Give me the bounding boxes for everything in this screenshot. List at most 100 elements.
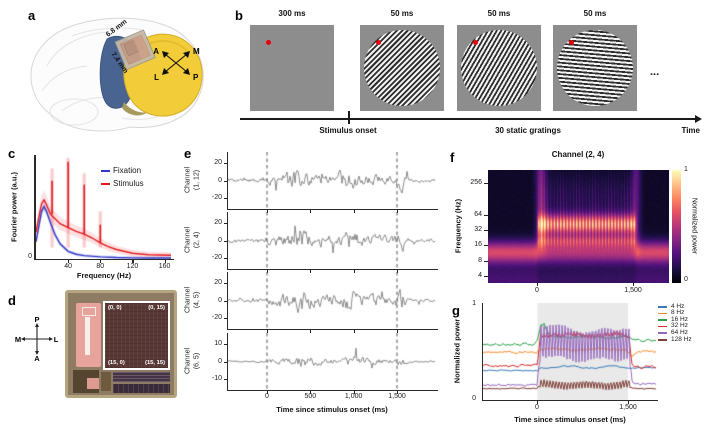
y-tick-mark xyxy=(224,163,227,165)
panel-f-title: Channel (2, 4) xyxy=(551,150,605,159)
stimulus-onset-tick xyxy=(348,111,350,124)
y-tick-mark xyxy=(224,344,227,346)
y-tick-mark xyxy=(224,223,227,225)
x-tick-mark xyxy=(397,210,399,213)
y-tick-mark xyxy=(484,260,488,262)
legend-label: Stimulus xyxy=(113,179,144,188)
legend-swatch xyxy=(101,170,110,172)
panel-c-plot-canvas xyxy=(36,156,171,259)
y-tick-label: 20 xyxy=(214,159,222,166)
cortex-fold-tan xyxy=(122,102,148,116)
gratings-count-label: 30 static gratings xyxy=(495,126,561,135)
panel-g-y-spine xyxy=(482,303,484,401)
subplot-x-spine xyxy=(227,390,438,392)
y-tick-label: 4 xyxy=(478,272,482,279)
x-tick-mark xyxy=(353,330,355,333)
frame-duration-label: 50 ms xyxy=(583,9,607,18)
legend-swatch xyxy=(658,339,667,341)
x-tick-mark xyxy=(310,391,312,394)
y-tick-mark xyxy=(484,214,488,216)
legend-label: 32 Hz xyxy=(671,322,688,330)
y-tick-label: 0 xyxy=(218,176,222,184)
chip-circuit-rows-top xyxy=(113,372,170,382)
x-tick-label: 500 xyxy=(304,393,317,400)
fixation-dot xyxy=(376,40,381,45)
x-tick-label: 160 xyxy=(158,263,171,270)
y-tick-label: -20 xyxy=(211,194,222,201)
panel-label-c: c xyxy=(8,146,16,161)
chip-circuit-block-mid xyxy=(101,372,111,391)
x-tick-mark xyxy=(353,391,355,394)
stimulus-frame xyxy=(553,25,637,111)
channel-label-line1: Channel xyxy=(184,347,192,375)
implant-chip xyxy=(114,29,156,71)
panel-g-ytick-0: 0 xyxy=(472,395,476,402)
timeline-arrowhead xyxy=(695,114,702,123)
timeline-axis xyxy=(240,118,696,120)
channel-label: Channel (4, 5) xyxy=(184,287,202,313)
y-tick-label: 256 xyxy=(470,179,482,186)
channel-label-line1: Channel xyxy=(184,166,192,194)
x-tick-label: 0 xyxy=(265,393,269,400)
subplot-x-spine xyxy=(227,209,438,211)
x-tick-mark xyxy=(353,270,355,273)
compass-posterior: P xyxy=(34,316,39,324)
chip-white-slot xyxy=(85,317,90,355)
subplot-y-spine xyxy=(227,152,229,209)
y-tick-label: 20 xyxy=(214,279,222,286)
y-tick-mark xyxy=(224,379,227,381)
legend-swatch xyxy=(658,306,667,308)
y-tick-mark xyxy=(224,283,227,285)
band-power-canvas xyxy=(483,303,657,400)
lfp-trace-canvas xyxy=(228,212,436,269)
panel-g-ytick-1: 1 xyxy=(472,300,476,307)
y-tick-label: -20 xyxy=(211,314,222,321)
x-tick-label: 80 xyxy=(96,263,105,270)
panel-f-ylabel: Frequency (Hz) xyxy=(453,198,463,254)
panel-label-g: g xyxy=(452,303,460,318)
chip-photo: (0, 0) (0, 15) (15, 0) (15, 15) xyxy=(65,290,177,398)
subplot-y-spine xyxy=(227,272,229,329)
y-tick-label: 32 xyxy=(474,225,482,233)
panel-c-y-spine xyxy=(34,155,36,260)
orientation-arrowheads xyxy=(162,51,190,75)
subplot-x-spine xyxy=(227,329,438,331)
lfp-trace-canvas xyxy=(228,152,436,209)
y-tick-label: 20 xyxy=(214,219,222,226)
legend-swatch xyxy=(101,183,110,185)
panel-g-ylabel: Normalized power xyxy=(452,318,462,384)
x-tick-mark xyxy=(633,283,635,286)
colorbar xyxy=(672,170,681,283)
y-tick-label: 10 xyxy=(214,340,222,347)
legend-label: 4 Hz xyxy=(671,302,685,310)
axis-anterior: A xyxy=(153,47,159,56)
channel-label-line2: (1, 12) xyxy=(193,169,200,191)
panel-label-f: f xyxy=(450,150,455,165)
y-tick-label: 64 xyxy=(474,210,482,218)
channel-label-line2: (6, 5) xyxy=(193,352,200,370)
y-tick-mark xyxy=(224,180,227,182)
channel-label-line2: (4, 5) xyxy=(193,291,200,309)
channel-label: Channel (2, 4) xyxy=(184,227,202,253)
compass-arrowheads xyxy=(21,323,53,355)
x-tick-mark xyxy=(397,330,399,333)
array-corner-0-15: (0, 15) xyxy=(148,305,165,311)
panel-c-x-spine xyxy=(34,258,174,260)
x-tick-mark xyxy=(397,391,399,394)
array-corner-0-0: (0, 0) xyxy=(108,305,122,311)
x-tick-label: 0 xyxy=(535,404,539,411)
chip-h-marker xyxy=(82,307,96,316)
y-tick-mark xyxy=(484,276,488,278)
channel-label-line2: (2, 4) xyxy=(193,231,200,249)
y-tick-label: 16 xyxy=(474,241,482,248)
panel-d-compass: P A M L xyxy=(15,316,59,362)
y-tick-mark xyxy=(224,300,227,302)
legend-swatch xyxy=(658,332,667,334)
panel-a-brain-illustration: 6.8 mm 7.4 mm A M L P xyxy=(30,17,204,132)
fixation-dot xyxy=(473,40,478,45)
panel-label-a: a xyxy=(28,8,36,23)
y-tick-mark xyxy=(224,318,227,320)
x-tick-mark xyxy=(164,260,166,263)
legend-swatch xyxy=(658,319,667,321)
